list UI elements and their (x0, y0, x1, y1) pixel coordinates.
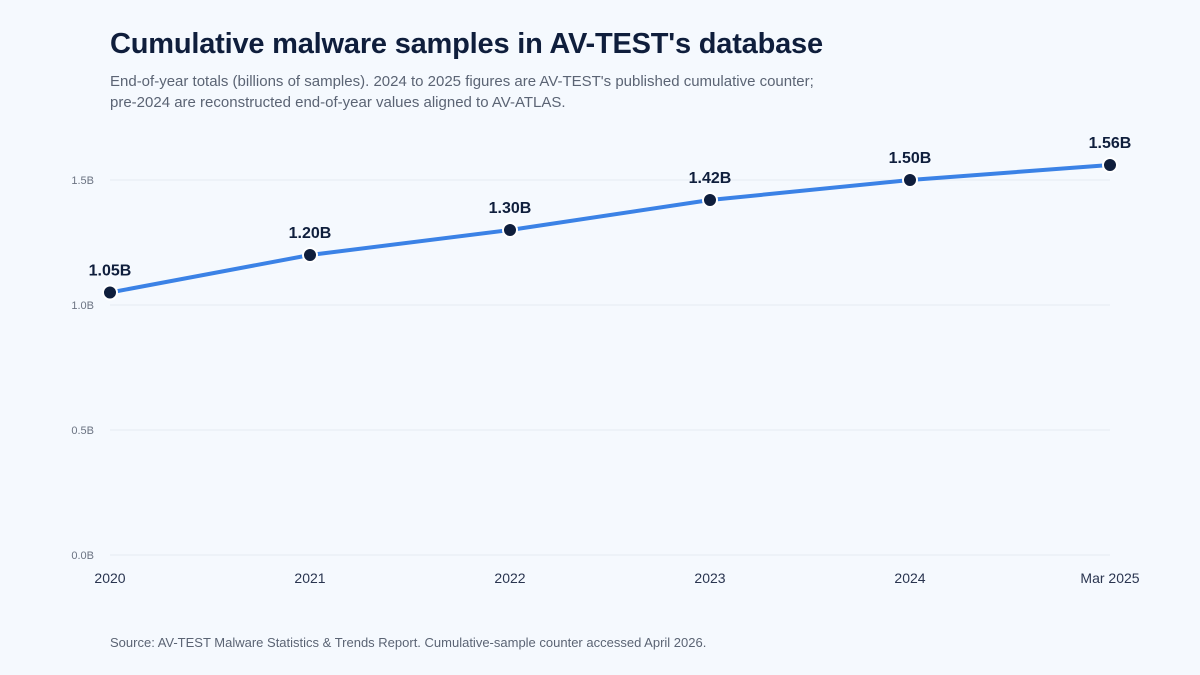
chart-subtitle: End-of-year totals (billions of samples)… (110, 73, 814, 111)
x-tick-label: 2023 (694, 570, 725, 586)
data-point (302, 247, 318, 263)
data-label: 1.30B (489, 200, 532, 217)
data-label: 1.20B (289, 225, 332, 242)
x-tick-label: 2024 (894, 570, 925, 586)
data-point (902, 172, 918, 188)
source-note: Source: AV-TEST Malware Statistics & Tre… (110, 635, 707, 650)
x-tick-label: 2022 (494, 570, 525, 586)
chart-title: Cumulative malware samples in AV-TEST's … (110, 28, 823, 60)
y-tick-label: 1.5B (71, 175, 94, 187)
y-tick-label: 1.0B (71, 300, 94, 312)
data-point (102, 284, 118, 301)
data-label: 1.42B (689, 170, 732, 187)
y-tick-label: 0.0B (71, 550, 94, 562)
series-line (108, 163, 1112, 295)
x-tick-label: 2020 (94, 570, 125, 586)
data-point (702, 192, 718, 208)
y-tick-label: 0.5B (71, 425, 94, 437)
x-tick-label: Mar 2025 (1080, 570, 1139, 586)
x-tick-label: 2021 (294, 570, 325, 586)
data-point (1102, 157, 1118, 173)
data-label: 1.56B (1089, 135, 1132, 152)
data-label: 1.05B (89, 263, 132, 280)
data-label: 1.50B (889, 150, 932, 167)
data-point (502, 222, 518, 238)
